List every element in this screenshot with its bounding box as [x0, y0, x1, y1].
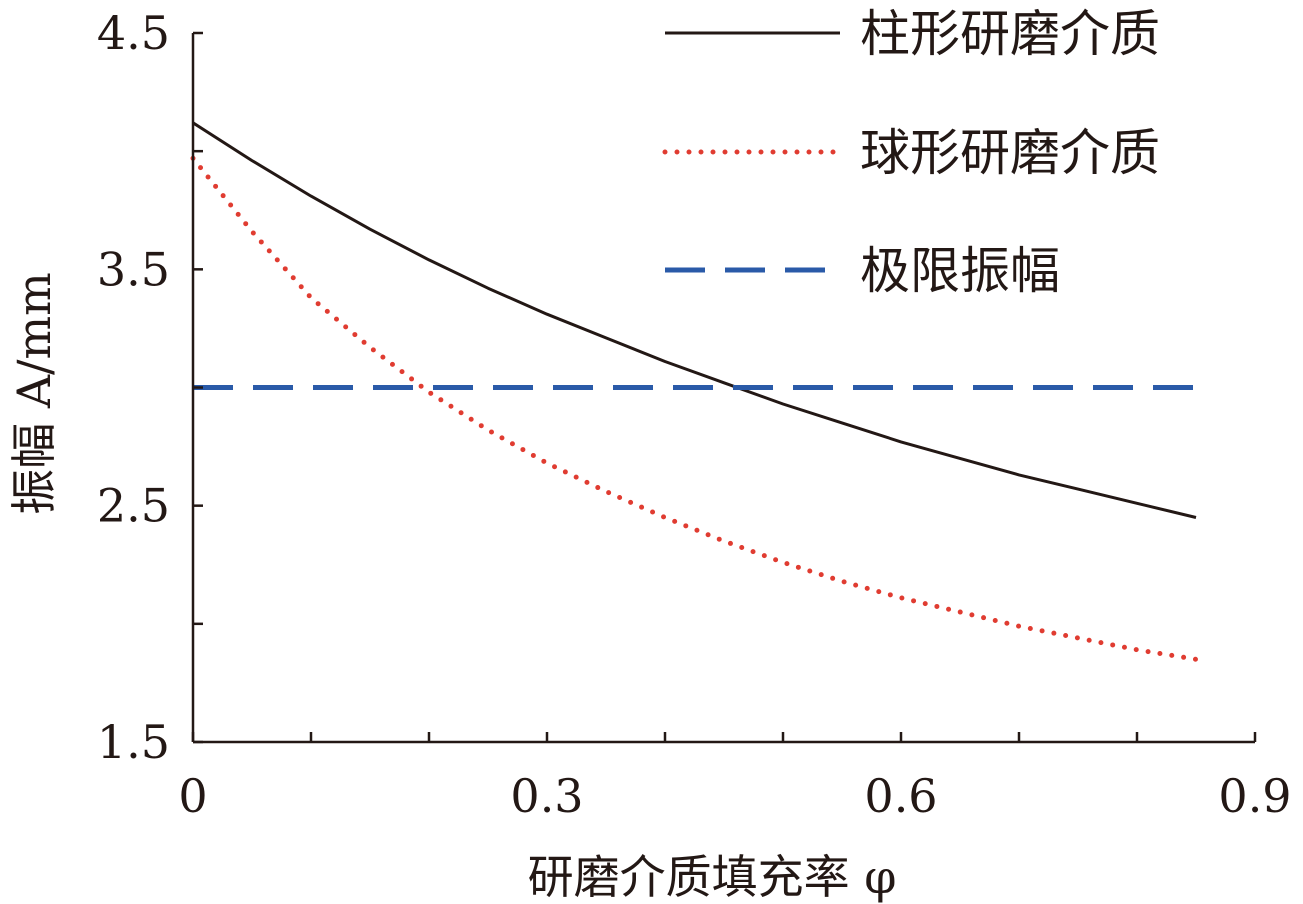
series-line-0: [192, 121, 1197, 519]
series-line-1: [190, 155, 1199, 662]
series-group: [190, 121, 1199, 662]
y-tick-label-0: 1.5: [97, 715, 170, 769]
y-tick-label-2: 3.5: [97, 242, 170, 296]
axes: 0 0.3 0.6 0.9 1.5 2.5 3.5 4.5: [97, 6, 1292, 823]
x-tick-label-3: 0.9: [1218, 769, 1291, 823]
y-axis-title: 振幅 A/mm: [7, 272, 61, 515]
x-tick-label-1: 0.3: [510, 769, 583, 823]
legend-label-0: 柱形研磨介质: [860, 5, 1160, 63]
x-ticks: 0 0.3 0.6 0.9: [178, 732, 1292, 823]
legend-label-2: 极限振幅: [860, 242, 1060, 300]
y-tick-label-1: 2.5: [97, 479, 170, 533]
x-tick-label-0: 0: [178, 769, 207, 823]
y-tick-label-3: 4.5: [97, 6, 170, 60]
y-ticks: 1.5 2.5 3.5 4.5: [97, 6, 203, 769]
legend-label-1: 球形研磨介质: [860, 124, 1160, 182]
x-axis-title: 研磨介质填充率 φ: [528, 850, 897, 904]
x-tick-label-2: 0.6: [864, 769, 937, 823]
plot-area: [190, 121, 1199, 662]
